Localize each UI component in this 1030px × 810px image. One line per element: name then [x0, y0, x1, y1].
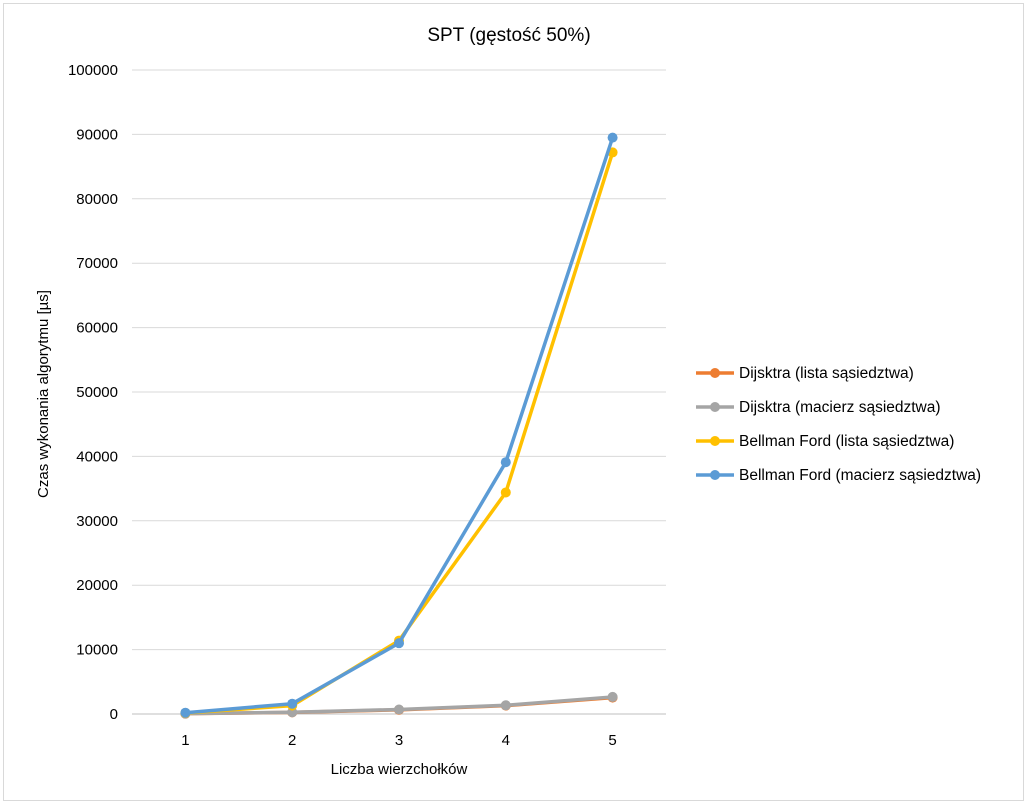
x-tick-label: 1: [181, 732, 189, 749]
data-point: [500, 457, 511, 468]
chart-frame: SPT (gęstość 50%) Czas wykonania algoryt…: [3, 3, 1024, 801]
y-tick-label: 70000: [76, 255, 118, 272]
x-axis-title: Liczba wierzchołków: [331, 761, 468, 778]
data-point: [394, 638, 404, 649]
line-chart: SPT (gęstość 50%) Czas wykonania algoryt…: [35, 25, 981, 778]
series-4: [180, 132, 618, 718]
legend-label: Bellman Ford (macierz sąsiedztwa): [739, 467, 981, 484]
legend-swatch-marker: [710, 470, 720, 480]
legend-label: Dijsktra (macierz sąsiedztwa): [739, 399, 941, 416]
legend-swatch-marker: [710, 436, 720, 446]
series-lines: [180, 132, 618, 719]
data-point: [500, 700, 511, 711]
series-3: [180, 147, 618, 719]
y-tick-label: 0: [110, 706, 118, 723]
legend: Dijsktra (lista sąsiedztwa) Dijsktra (mac…: [696, 365, 981, 484]
legend-swatch-marker: [710, 368, 720, 378]
legend-item: Bellman Ford (lista sąsiedztwa): [696, 433, 954, 450]
series-line: [183, 150, 615, 715]
data-point: [180, 707, 191, 718]
y-axis-title: Czas wykonania algorytmu [µs]: [35, 290, 52, 498]
series-line: [183, 135, 615, 715]
data-point: [287, 698, 298, 709]
legend-item: Dijsktra (macierz sąsiedztwa): [696, 399, 941, 416]
y-tick-label: 80000: [76, 191, 118, 208]
y-tick-label: 90000: [76, 126, 118, 143]
y-tick-label: 10000: [76, 642, 118, 659]
chart-title: SPT (gęstość 50%): [427, 25, 590, 46]
data-point: [394, 704, 404, 715]
x-tick-label: 2: [288, 732, 296, 749]
y-axis-ticks: 0 10000 20000 30000 40000 50000 60000 70000 8000…: [68, 62, 118, 723]
x-tick-label: 4: [502, 732, 510, 749]
grid-lines: [132, 69, 666, 715]
data-point: [607, 132, 618, 143]
legend-item: Dijsktra (lista sąsiedztwa): [696, 365, 914, 382]
x-axis-ticks: 1 2 3 4 5: [181, 732, 617, 749]
x-tick-label: 5: [608, 732, 616, 749]
data-point: [500, 487, 511, 498]
legend-label: Bellman Ford (lista sąsiedztwa): [739, 433, 954, 450]
y-tick-label: 50000: [76, 384, 118, 401]
legend-label: Dijsktra (lista sąsiedztwa): [739, 365, 914, 382]
y-tick-label: 100000: [68, 62, 118, 79]
y-tick-label: 30000: [76, 513, 118, 530]
y-tick-label: 40000: [76, 448, 118, 465]
data-point: [607, 691, 618, 702]
legend-swatch-marker: [710, 402, 720, 412]
x-tick-label: 3: [395, 732, 403, 749]
y-tick-label: 20000: [76, 577, 118, 594]
legend-item: Bellman Ford (macierz sąsiedztwa): [696, 467, 981, 484]
y-tick-label: 60000: [76, 320, 118, 337]
